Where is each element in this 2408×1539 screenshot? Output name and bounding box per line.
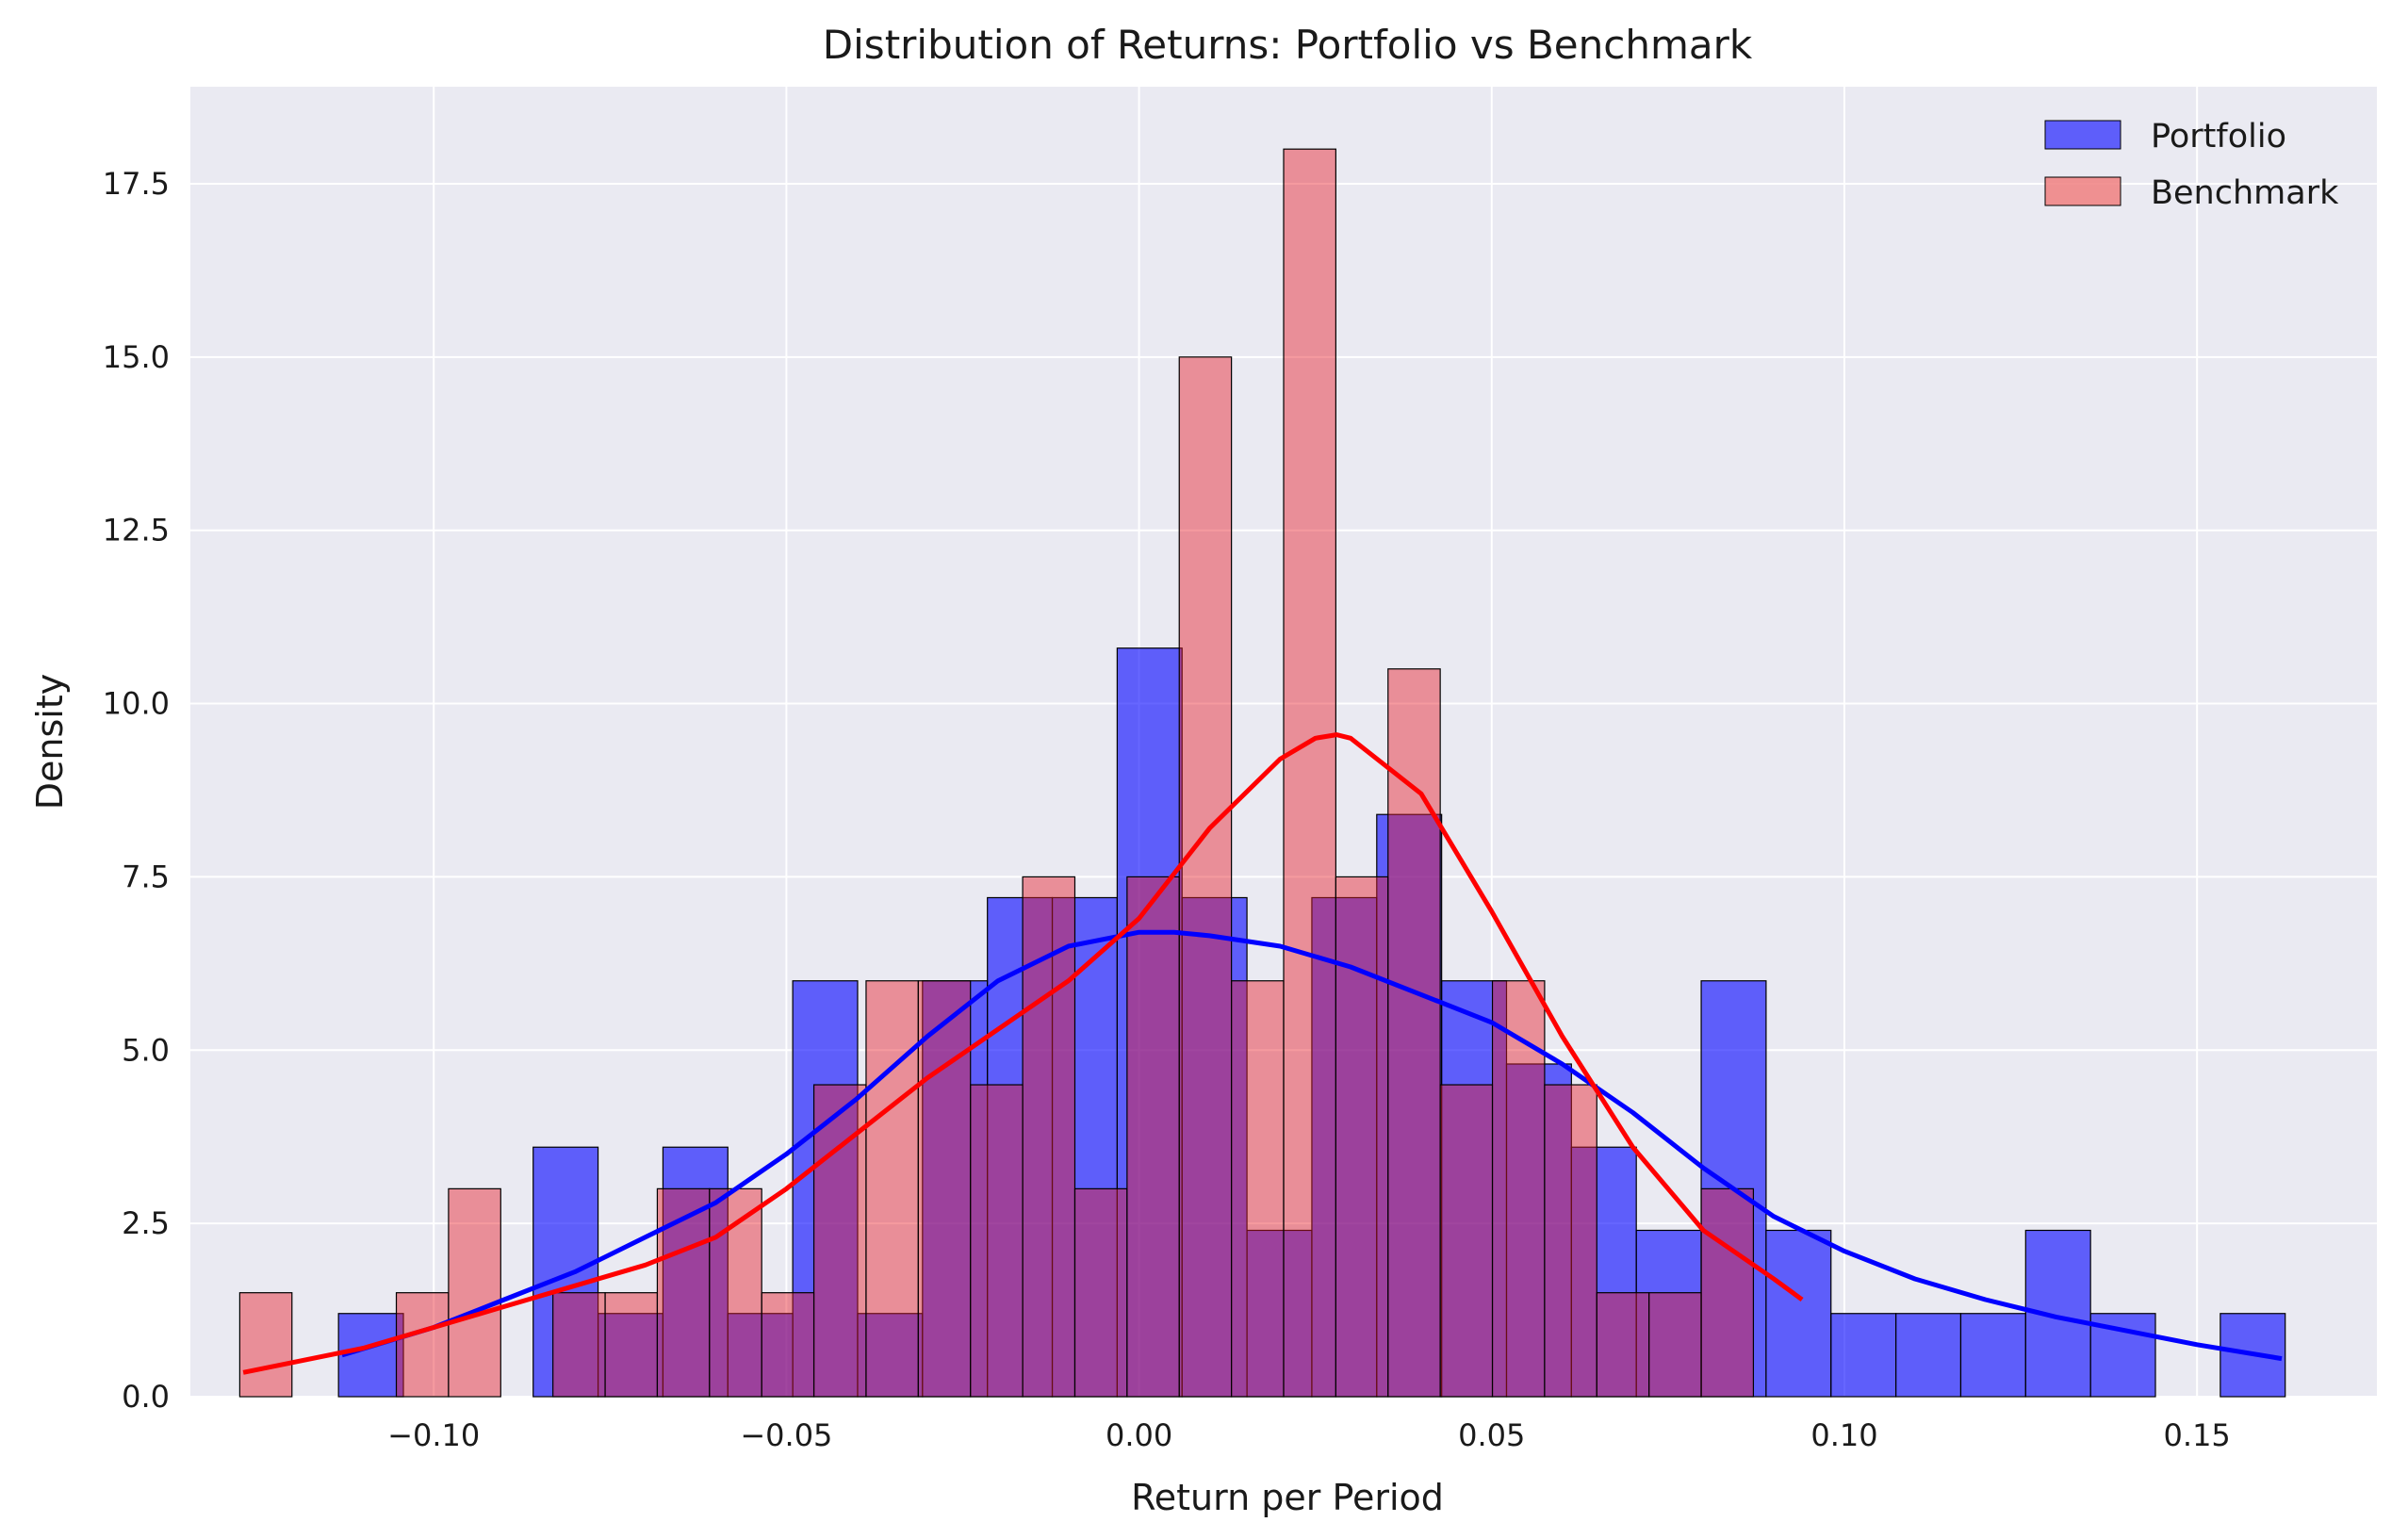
benchmark-bar-26 [1596, 1292, 1650, 1398]
portfolio-bar-23 [1830, 1313, 1897, 1398]
y-axis-label: Density [29, 674, 71, 810]
legend: Portfolio Benchmark [2044, 118, 2339, 212]
benchmark-bar-22 [1387, 668, 1441, 1398]
portfolio-bar-14 [1246, 1229, 1313, 1398]
benchmark-bar-18 [1178, 356, 1233, 1398]
y-axis-ticks: 0.0 2.5 5.0 7.5 10.0 12.5 15.0 17.5 [103, 166, 170, 1415]
x-tick-label: −0.10 [387, 1417, 480, 1453]
x-tick-label: −0.05 [740, 1417, 832, 1453]
benchmark-bar-16 [1073, 1187, 1128, 1398]
x-tick-label: 0.00 [1106, 1417, 1172, 1453]
portfolio-bar-3 [532, 1146, 599, 1398]
portfolio-bar-12 [1116, 647, 1183, 1398]
benchmark-bar-0 [238, 1292, 293, 1398]
benchmark-bar-28 [1700, 1187, 1755, 1398]
chart-title: Distribution of Returns: Portfolio vs Be… [823, 22, 1753, 68]
benchmark-bar-13 [917, 980, 972, 1398]
benchmark-bar-27 [1648, 1292, 1702, 1398]
portfolio-bar-4 [597, 1313, 664, 1398]
legend-label-benchmark: Benchmark [2151, 174, 2339, 212]
x-axis-ticks: −0.10 −0.05 0.00 0.05 0.10 0.15 [387, 1417, 2231, 1453]
portfolio-bar-19 [1570, 1146, 1637, 1398]
portfolio-bars [337, 647, 2286, 1398]
benchmark-bar-6 [552, 1292, 606, 1398]
y-tick-label: 15.0 [103, 339, 170, 375]
benchmark-bar-21 [1335, 876, 1389, 1398]
portfolio-bar-24 [1894, 1313, 1962, 1398]
x-tick-label: 0.05 [1458, 1417, 1525, 1453]
benchmark-bar-19 [1231, 980, 1285, 1398]
benchmark-bar-3 [395, 1292, 450, 1398]
legend-swatch-benchmark [2044, 176, 2121, 206]
y-tick-label: 10.0 [103, 686, 170, 722]
benchmark-bar-23 [1439, 1084, 1494, 1398]
y-tick-label: 2.5 [122, 1205, 170, 1241]
benchmark-bar-8 [656, 1187, 711, 1398]
benchmark-bar-11 [812, 1084, 867, 1398]
x-tick-label: 0.15 [2164, 1417, 2231, 1453]
portfolio-bar-17 [1441, 980, 1508, 1398]
x-tick-label: 0.10 [1810, 1417, 1877, 1453]
portfolio-bar-15 [1311, 896, 1378, 1398]
portfolio-bar-22 [1765, 1229, 1832, 1398]
benchmark-bar-14 [970, 1084, 1024, 1398]
legend-label-portfolio: Portfolio [2151, 118, 2286, 156]
y-tick-label: 17.5 [103, 166, 170, 202]
legend-swatch-portfolio [2044, 120, 2121, 150]
benchmark-bar-12 [865, 980, 919, 1398]
y-tick-label: 5.0 [122, 1032, 170, 1068]
y-tick-label: 0.0 [122, 1379, 170, 1415]
portfolio-bar-9 [922, 980, 989, 1398]
portfolio-bar-18 [1505, 1063, 1572, 1398]
benchmark-bar-4 [448, 1187, 501, 1398]
benchmark-bar-25 [1544, 1084, 1597, 1398]
x-axis-label: Return per Period [1131, 1477, 1444, 1518]
portfolio-bar-25 [1959, 1313, 2026, 1398]
benchmark-bar-7 [604, 1292, 659, 1398]
portfolio-bar-11 [1051, 896, 1118, 1398]
kde-curves [242, 732, 2283, 1375]
benchmark-bar-9 [709, 1187, 762, 1398]
benchmark-bar-24 [1491, 980, 1546, 1398]
benchmark-kde-line [242, 732, 1804, 1375]
y-tick-label: 12.5 [103, 513, 170, 548]
benchmark-bar-20 [1283, 148, 1336, 1398]
portfolio-kde-line [341, 929, 2283, 1362]
benchmark-bar-17 [1126, 876, 1180, 1398]
benchmark-bar-10 [761, 1292, 815, 1398]
portfolio-bar-20 [1635, 1229, 1702, 1398]
portfolio-bar-7 [792, 980, 859, 1398]
y-tick-label: 7.5 [122, 859, 170, 894]
